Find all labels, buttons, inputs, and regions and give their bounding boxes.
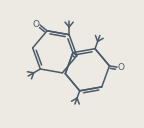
Text: O: O	[117, 63, 124, 72]
Text: O: O	[33, 20, 40, 29]
